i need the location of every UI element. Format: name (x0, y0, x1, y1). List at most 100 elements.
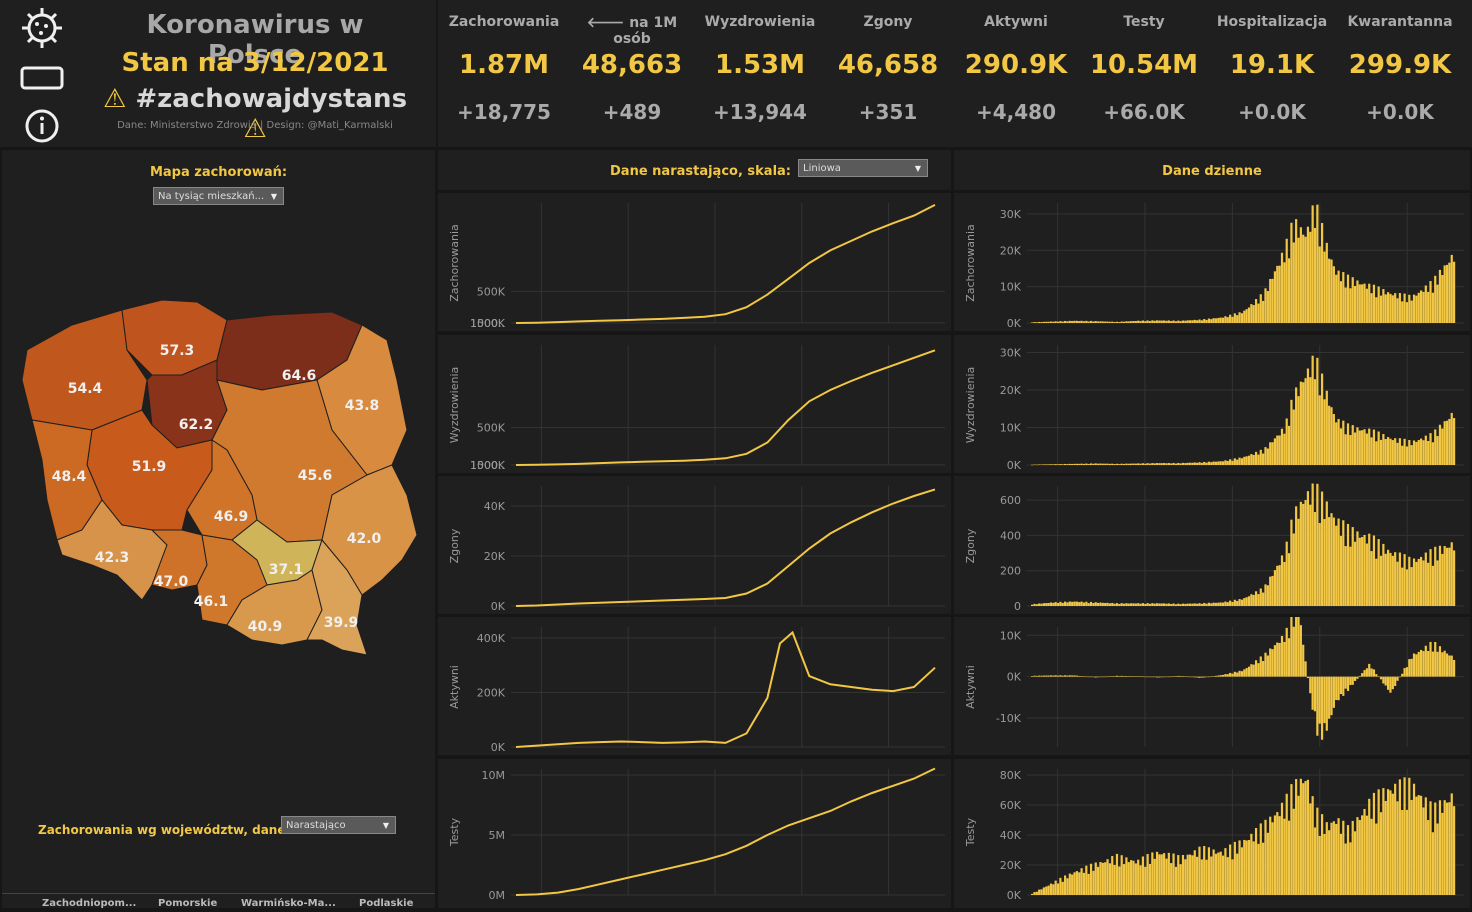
bar[interactable] (1398, 552, 1401, 606)
bar[interactable] (1375, 674, 1378, 677)
bar[interactable] (1153, 463, 1156, 465)
bar[interactable] (1047, 602, 1050, 606)
bar[interactable] (1052, 602, 1055, 606)
bar[interactable] (1210, 462, 1213, 465)
bar[interactable] (1396, 442, 1399, 465)
bar[interactable] (1285, 238, 1288, 323)
bar[interactable] (1160, 463, 1163, 465)
bar[interactable] (1071, 463, 1074, 465)
bar[interactable] (1368, 428, 1371, 465)
bar[interactable] (1134, 463, 1137, 465)
bar[interactable] (1229, 459, 1232, 465)
map-metric-dropdown[interactable]: Na tysiąc mieszkań... ▼ (153, 187, 284, 205)
bar[interactable] (1158, 320, 1161, 323)
bar[interactable] (1330, 822, 1333, 895)
bar[interactable] (1401, 567, 1404, 606)
series-line[interactable] (515, 630, 936, 748)
bar[interactable] (1285, 627, 1288, 677)
bar[interactable] (1163, 853, 1166, 895)
bar[interactable] (1422, 440, 1425, 465)
bar[interactable] (1344, 434, 1347, 465)
bar[interactable] (1167, 676, 1170, 678)
bar[interactable] (1434, 546, 1437, 606)
bar[interactable] (1196, 603, 1199, 606)
bar[interactable] (1379, 555, 1383, 606)
bar[interactable] (1309, 803, 1312, 895)
bar[interactable] (1302, 644, 1305, 677)
bar[interactable] (1302, 503, 1305, 606)
bar[interactable] (1415, 796, 1418, 895)
bar[interactable] (1160, 854, 1163, 895)
bar[interactable] (1436, 560, 1439, 606)
bar[interactable] (1445, 547, 1449, 606)
bar[interactable] (1306, 368, 1310, 465)
bar[interactable] (1382, 788, 1385, 895)
bar[interactable] (1186, 676, 1189, 678)
bar[interactable] (1115, 675, 1119, 677)
bar[interactable] (1080, 463, 1083, 465)
cumulative-chart-zachorowania[interactable]: Zachorowania 0K 500K 1000.. 1500.. (438, 193, 951, 331)
bar[interactable] (1299, 625, 1302, 677)
bar[interactable] (1080, 320, 1083, 323)
bar[interactable] (1382, 543, 1385, 606)
bar[interactable] (1200, 320, 1203, 323)
bar[interactable] (1137, 676, 1140, 677)
bar[interactable] (1160, 320, 1163, 323)
bar[interactable] (1130, 860, 1133, 895)
bar[interactable] (1075, 675, 1078, 677)
bar[interactable] (1252, 305, 1255, 323)
bar[interactable] (1056, 883, 1060, 895)
bar[interactable] (1278, 435, 1281, 465)
bar[interactable] (1243, 598, 1246, 606)
bar[interactable] (1250, 304, 1253, 323)
bar[interactable] (1443, 421, 1446, 465)
bar[interactable] (1405, 809, 1409, 895)
bar[interactable] (1292, 808, 1295, 895)
bar[interactable] (1325, 676, 1328, 731)
bar[interactable] (1405, 302, 1409, 323)
bar[interactable] (1415, 654, 1418, 677)
bar[interactable] (1278, 265, 1281, 323)
bar[interactable] (1066, 878, 1069, 895)
cumulative-chart-testy[interactable]: Testy 0M 5M 10M (438, 759, 951, 908)
bar[interactable] (1306, 226, 1310, 323)
bar[interactable] (1344, 287, 1347, 323)
bar[interactable] (1066, 602, 1069, 606)
bar[interactable] (1377, 676, 1380, 678)
bar[interactable] (1252, 664, 1255, 677)
bar[interactable] (1122, 864, 1126, 895)
bar[interactable] (1453, 660, 1456, 677)
bar[interactable] (1214, 853, 1218, 895)
bar[interactable] (1283, 561, 1286, 606)
bar[interactable] (1120, 855, 1123, 895)
bar[interactable] (1309, 377, 1312, 465)
bar[interactable] (1346, 274, 1350, 323)
bar[interactable] (1358, 537, 1361, 606)
bar[interactable] (1349, 842, 1352, 895)
bar[interactable] (1038, 321, 1041, 323)
bar[interactable] (1158, 854, 1161, 895)
bar[interactable] (1337, 518, 1340, 606)
bar[interactable] (1339, 833, 1343, 895)
bar[interactable] (1075, 320, 1078, 323)
bar[interactable] (1078, 602, 1081, 606)
bar[interactable] (1068, 463, 1071, 465)
bar[interactable] (1203, 676, 1206, 678)
bar[interactable] (1269, 648, 1272, 677)
bar[interactable] (1311, 796, 1314, 895)
bar[interactable] (1257, 303, 1260, 323)
bar[interactable] (1071, 675, 1074, 677)
bar[interactable] (1040, 322, 1043, 323)
bar[interactable] (1313, 227, 1317, 323)
bar[interactable] (1419, 795, 1423, 895)
bar[interactable] (1339, 428, 1343, 465)
bar[interactable] (1335, 274, 1338, 323)
bar[interactable] (1181, 855, 1185, 895)
bar[interactable] (1365, 815, 1368, 895)
bar[interactable] (1403, 777, 1406, 895)
bar[interactable] (1221, 674, 1225, 677)
bar[interactable] (1191, 462, 1194, 465)
bar[interactable] (1042, 603, 1045, 606)
bar[interactable] (1146, 320, 1149, 323)
bar[interactable] (1099, 676, 1102, 678)
